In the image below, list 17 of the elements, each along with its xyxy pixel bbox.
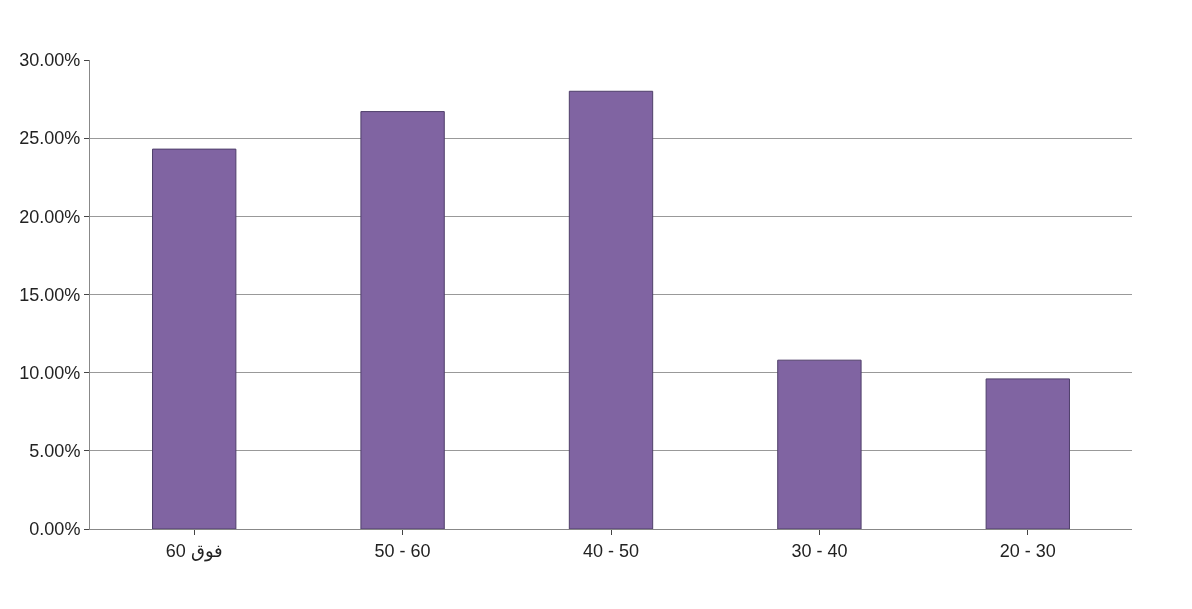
y-tick-label: 25.00% [19,128,81,149]
bar [777,359,862,529]
x-tick-label: 30 - 40 [791,540,848,561]
y-tick-label: 10.00% [19,362,81,383]
x-tick-label: 50 - 60 [374,540,431,561]
bar [360,111,445,529]
x-tick-label: 40 - 50 [582,540,640,561]
y-tick-label: 0.00% [29,519,81,540]
y-tick-label: 30.00% [19,50,81,71]
y-tick-label: 20.00% [19,206,81,227]
bar [985,378,1070,529]
x-tick-label: 20 - 30 [999,540,1056,561]
bar [152,148,237,529]
y-tick-label: 5.00% [29,441,81,462]
bar [568,90,654,529]
y-tick-label: 15.00% [19,284,81,305]
x-tick-label: فوق 60 [165,540,223,562]
